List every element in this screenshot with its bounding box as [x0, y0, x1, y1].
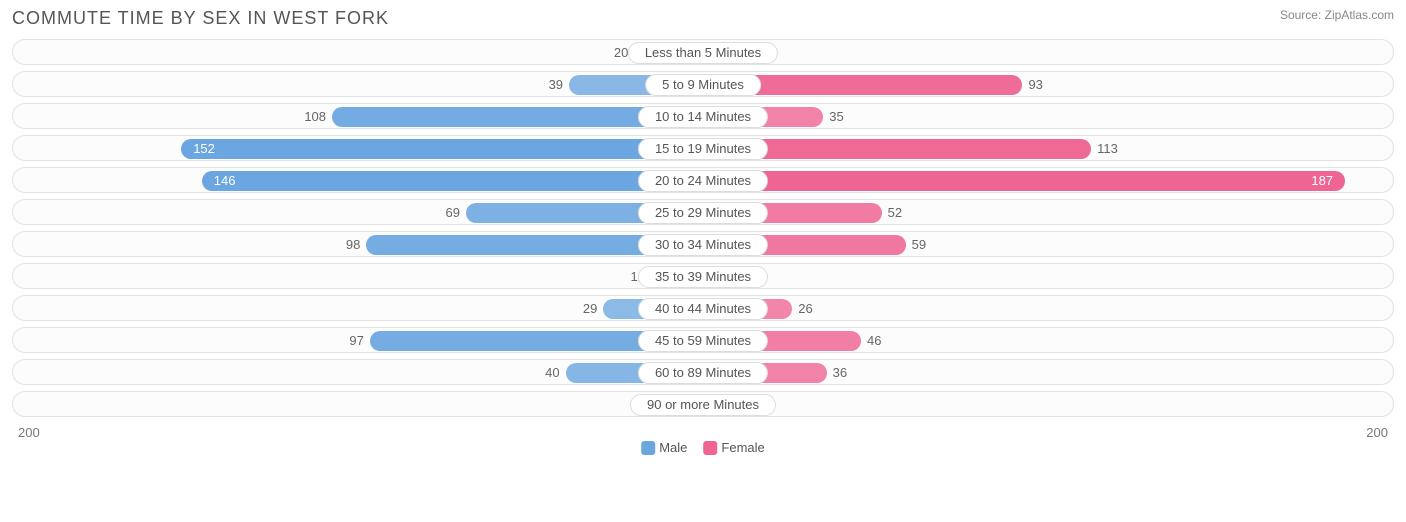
category-label: 45 to 59 Minutes [638, 330, 768, 352]
chart-source: Source: ZipAtlas.com [1280, 8, 1394, 22]
value-male: 39 [549, 72, 563, 98]
legend-label-female: Female [721, 440, 764, 455]
bar-male [202, 171, 704, 191]
category-label: 20 to 24 Minutes [638, 170, 768, 192]
value-female: 59 [912, 232, 926, 258]
chart-row: 2010Less than 5 Minutes [12, 39, 1394, 65]
category-label: 10 to 14 Minutes [638, 106, 768, 128]
bar-female [703, 171, 1345, 191]
category-label: Less than 5 Minutes [628, 42, 778, 64]
value-male: 20 [614, 40, 628, 66]
value-male: 152 [193, 136, 215, 162]
legend-label-male: Male [659, 440, 687, 455]
value-male: 108 [304, 104, 326, 130]
chart-row: 12035 to 39 Minutes [12, 263, 1394, 289]
chart-row: 0790 or more Minutes [12, 391, 1394, 417]
chart-row: 29 26 40 to 44 Minutes [12, 295, 1394, 321]
bar-male [181, 139, 703, 159]
chart-row: 40 36 60 to 89 Minutes [12, 359, 1394, 385]
value-female: 36 [833, 360, 847, 386]
chart-title: COMMUTE TIME BY SEX IN WEST FORK [12, 8, 389, 29]
axis-max-left: 200 [18, 425, 40, 440]
value-female: 93 [1028, 72, 1042, 98]
category-label: 30 to 34 Minutes [638, 234, 768, 256]
x-axis: 200 200 [12, 423, 1394, 440]
category-label: 35 to 39 Minutes [638, 266, 768, 288]
value-female: 26 [798, 296, 812, 322]
chart-row: 69 52 25 to 29 Minutes [12, 199, 1394, 225]
legend: Male Female [641, 440, 765, 455]
diverging-bar-chart: 2010Less than 5 Minutes 39 93 5 to 9 Minute… [12, 39, 1394, 417]
category-label: 5 to 9 Minutes [645, 74, 761, 96]
axis-max-right: 200 [1366, 425, 1388, 440]
legend-item-female: Female [703, 440, 764, 455]
value-female: 35 [829, 104, 843, 130]
category-label: 40 to 44 Minutes [638, 298, 768, 320]
chart-row: 108 35 10 to 14 Minutes [12, 103, 1394, 129]
chart-row: 39 93 5 to 9 Minutes [12, 71, 1394, 97]
category-label: 60 to 89 Minutes [638, 362, 768, 384]
value-male: 29 [583, 296, 597, 322]
chart-footer: 200 200 Male Female [12, 423, 1394, 445]
legend-swatch-male [641, 441, 655, 455]
chart-row: 146 187 20 to 24 Minutes [12, 167, 1394, 193]
value-female: 113 [1097, 136, 1118, 162]
category-label: 25 to 29 Minutes [638, 202, 768, 224]
value-female: 187 [1311, 168, 1333, 194]
chart-header: COMMUTE TIME BY SEX IN WEST FORK Source:… [12, 8, 1394, 29]
chart-row: 97 46 45 to 59 Minutes [12, 327, 1394, 353]
category-label: 15 to 19 Minutes [638, 138, 768, 160]
value-male: 40 [545, 360, 559, 386]
chart-row: 98 59 30 to 34 Minutes [12, 231, 1394, 257]
category-label: 90 or more Minutes [630, 394, 776, 416]
value-male: 98 [346, 232, 360, 258]
legend-swatch-female [703, 441, 717, 455]
value-male: 146 [214, 168, 236, 194]
legend-item-male: Male [641, 440, 687, 455]
value-male: 69 [446, 200, 460, 226]
chart-row: 152 113 15 to 19 Minutes [12, 135, 1394, 161]
value-female: 46 [867, 328, 881, 354]
value-male: 97 [349, 328, 363, 354]
value-female: 52 [888, 200, 902, 226]
